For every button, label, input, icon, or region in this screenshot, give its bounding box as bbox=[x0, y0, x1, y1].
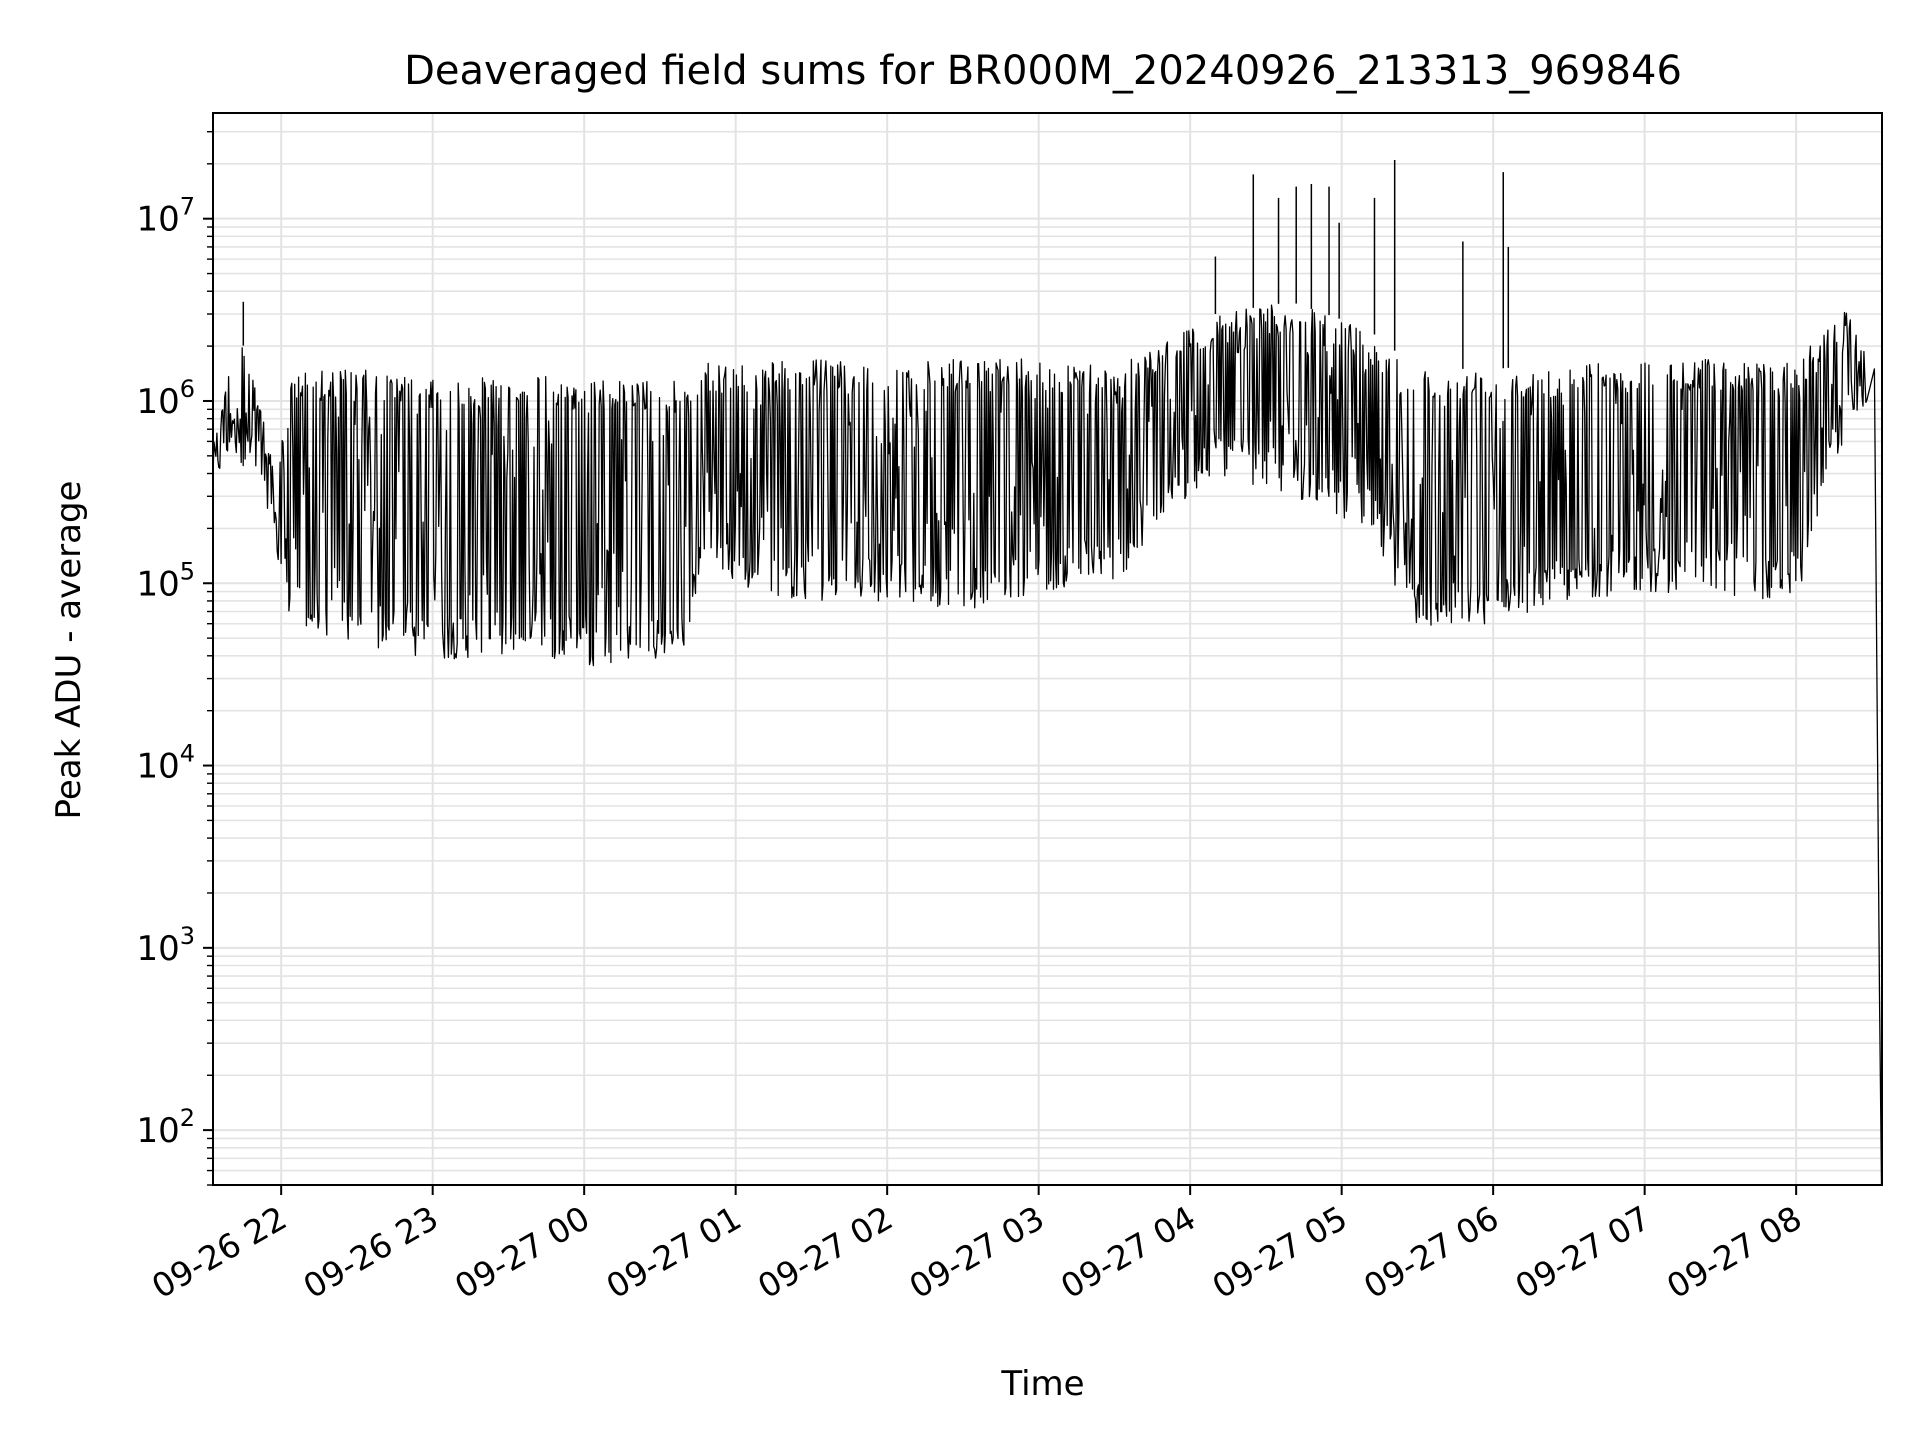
plot-frame bbox=[212, 112, 1883, 1186]
y-axis-label: Peak ADU - average bbox=[49, 481, 89, 820]
y-tick-label: 104 bbox=[136, 740, 195, 787]
y-tick-label: 107 bbox=[136, 193, 195, 240]
y-axis-ticks: 102 103 104 105 106 107 bbox=[136, 131, 213, 1186]
series-line bbox=[212, 304, 1883, 1186]
y-tick-label: 105 bbox=[136, 557, 195, 604]
y-tick-label: 103 bbox=[136, 922, 195, 969]
data-series bbox=[212, 159, 1883, 1186]
x-axis-label: Time bbox=[1000, 1364, 1084, 1404]
y-tick-label: 106 bbox=[136, 375, 195, 422]
grid-lines bbox=[213, 113, 1882, 1186]
chart-title: Deaveraged field sums for BR000M_2024092… bbox=[404, 48, 1682, 94]
y-tick-label: 102 bbox=[136, 1104, 195, 1151]
